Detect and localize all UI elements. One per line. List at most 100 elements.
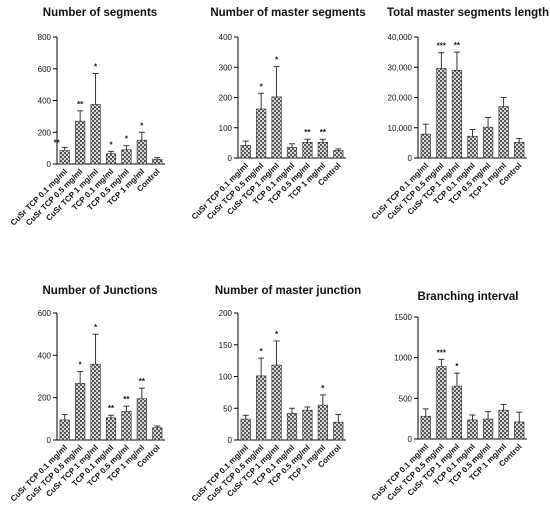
bar (152, 427, 163, 441)
chart-title: Branching interval (418, 291, 519, 303)
bar (136, 398, 147, 441)
y-tick-label: 100 (219, 373, 233, 382)
bar (90, 363, 101, 441)
significance-label: ** (304, 128, 311, 137)
bar (514, 141, 525, 159)
bar (271, 96, 282, 159)
bar (333, 150, 344, 159)
significance-label: * (321, 384, 325, 393)
bar (90, 104, 101, 165)
significance-label: ** (108, 404, 115, 413)
y-tick-label: 200 (38, 394, 52, 403)
bar (451, 385, 463, 440)
significance-label: ** (77, 100, 84, 109)
y-tick-label: 200 (219, 94, 233, 103)
bar (420, 133, 431, 159)
significance-label: * (94, 63, 98, 72)
significance-label: *** (437, 42, 447, 51)
bar (467, 419, 478, 440)
significance-label: ** (454, 41, 461, 50)
y-tick-label: 600 (38, 65, 52, 74)
y-tick-label: 0 (47, 436, 52, 445)
chart-title: Number of segments (43, 7, 157, 19)
bar (317, 404, 328, 441)
bar (240, 418, 251, 441)
y-tick-label: 400 (219, 33, 233, 42)
bar (136, 139, 147, 165)
bar (256, 108, 267, 159)
bar (420, 415, 431, 440)
bar (451, 69, 463, 159)
bar (286, 147, 298, 159)
chart-panel-2: Number of master segments0100200300400Cu… (190, 7, 366, 221)
y-tick-label: 400 (38, 97, 52, 106)
y-tick-label: 0 (408, 435, 413, 444)
chart-panel-5: Number of master junction050100150200CuS… (190, 285, 361, 503)
bar (59, 419, 70, 441)
bar (302, 141, 313, 159)
bar (105, 417, 117, 441)
chart-title: Number of master junction (215, 285, 361, 297)
y-tick-label: 1000 (394, 354, 412, 363)
significance-label: ** (54, 138, 61, 147)
bar (436, 68, 447, 159)
y-tick-label: 0 (228, 154, 233, 163)
y-tick-label: 40,000 (388, 33, 413, 42)
y-tick-label: 50 (223, 404, 232, 413)
bar (105, 153, 117, 165)
y-tick-label: 400 (38, 351, 52, 360)
bar (152, 158, 163, 165)
chart-panel-3: Total master segments length 0 10,000 20,00… (370, 7, 549, 221)
significance-label: * (260, 347, 264, 356)
bar (75, 120, 86, 165)
significance-label: * (275, 330, 279, 339)
significance-label: * (94, 323, 98, 332)
bar (256, 375, 267, 441)
bar (498, 409, 509, 440)
y-tick-label: 100 (219, 124, 233, 133)
bar (467, 135, 478, 159)
significance-label: ** (139, 377, 146, 386)
chart-title: Total master segments length (387, 7, 549, 19)
y-tick-label: 800 (38, 33, 52, 42)
y-tick-label: 1500 (394, 313, 412, 322)
bar (271, 364, 282, 441)
bar (333, 421, 344, 441)
significance-label: * (79, 361, 83, 370)
significance-label: * (125, 135, 129, 144)
significance-label: * (140, 121, 144, 130)
significance-label: * (275, 56, 279, 65)
y-tick-label: 0 (47, 160, 52, 169)
y-tick-label: 200 (219, 309, 233, 318)
y-tick-label: 0 (228, 436, 233, 445)
y-tick-label: 200 (38, 128, 52, 137)
bar (482, 418, 494, 440)
bar (317, 141, 328, 159)
bar (302, 409, 313, 441)
bar (75, 382, 86, 441)
y-tick-label: 300 (219, 63, 233, 72)
bar (436, 366, 447, 440)
bar (514, 421, 525, 440)
bar (286, 413, 298, 441)
significance-label: ** (123, 395, 130, 404)
bar (59, 150, 70, 165)
significance-label: ** (320, 128, 327, 137)
significance-label: * (455, 362, 459, 371)
chart-title: Number of master segments (210, 7, 365, 19)
significance-label: * (260, 82, 264, 91)
y-tick-label: 600 (38, 309, 52, 318)
y-tick-label: 0 (408, 154, 413, 163)
bar (121, 411, 132, 441)
significance-label: * (109, 140, 113, 149)
bar (121, 149, 132, 165)
y-tick-label: 20,000 (388, 94, 413, 103)
bar (482, 126, 494, 159)
chart-title: Number of Junctions (42, 285, 157, 297)
y-tick-label: 150 (219, 341, 233, 350)
y-tick-label: 500 (399, 394, 413, 403)
